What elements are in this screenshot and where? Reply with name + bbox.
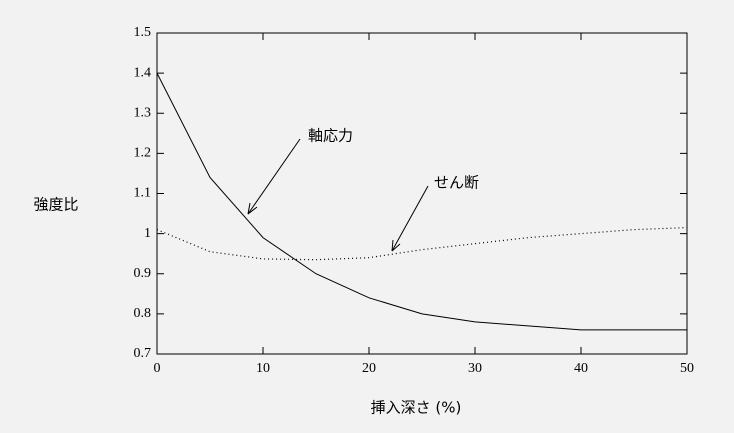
annotation: 軸応力 [308,127,353,145]
series-line [156,72,687,331]
x-tick-label: 50 [680,361,694,376]
y-tick-label: 0.7 [134,346,152,361]
y-tick-label: 0.8 [134,306,152,321]
y-tick-label: 1.1 [134,186,152,201]
arrow-head [247,202,258,215]
x-tick-label: 20 [362,361,376,376]
y-tick-label: 1.3 [134,105,152,120]
y-tick-label: 1.5 [134,25,152,40]
annotation-arrow [391,185,429,252]
x-tick-label: 10 [256,361,270,376]
y-tick-label: 0.9 [134,266,152,281]
annotation-arrow [247,138,301,215]
y-tick-label: 1 [144,226,151,241]
y-tick-label: 1.2 [134,146,152,161]
x-tick-label: 30 [468,361,482,376]
x-tick-label: 40 [574,361,588,376]
y-axis-label: 強度比 [33,196,78,214]
x-axis-label: 挿入深さ (%) [371,399,462,417]
x-tick-label: 0 [154,361,161,376]
arrow-head [391,239,401,252]
annotation: せん断 [434,174,479,192]
series-line [156,227,688,261]
y-tick-label: 1.4 [134,65,152,80]
